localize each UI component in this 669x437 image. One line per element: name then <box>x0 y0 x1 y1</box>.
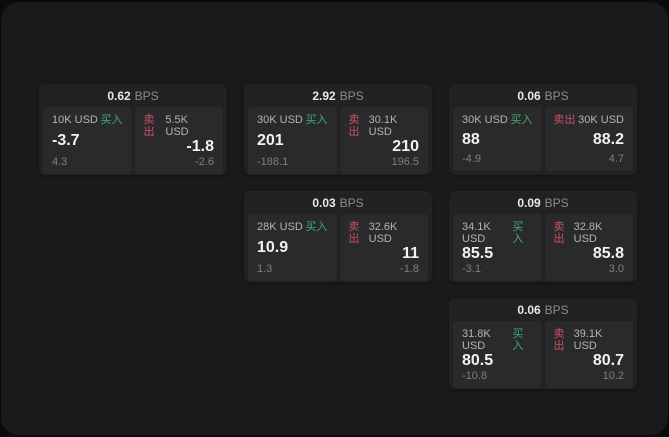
sell-label: 卖出 <box>348 114 360 138</box>
sell-tile[interactable]: 卖出 32.6K USD 11 -1.8 <box>339 214 428 281</box>
sell-tile[interactable]: 卖出 39.1K USD 80.7 10.2 <box>544 321 633 388</box>
bps-unit: BPS <box>339 88 364 103</box>
card-bps-header: 2.92 BPS <box>248 84 428 107</box>
sell-delta: 4.7 <box>608 153 624 165</box>
sell-delta: 10.2 <box>602 370 624 382</box>
bps-value: 0.03 <box>312 195 336 210</box>
buy-price: 88 <box>462 130 480 148</box>
bps-unit: BPS <box>544 195 569 210</box>
quote-card: 0.06 BPS 31.8K USD 买入 80.5 -10.8 卖出 39.1… <box>449 298 637 389</box>
buy-size: 10K USD <box>52 114 98 126</box>
buy-delta: 4.3 <box>52 156 68 168</box>
buy-size: 30K USD <box>257 114 303 126</box>
sell-tile[interactable]: 卖出 5.5K USD -1.8 -2.6 <box>134 107 223 174</box>
buy-delta: -4.9 <box>462 153 481 165</box>
buy-delta: -10.8 <box>462 370 488 382</box>
buy-tile[interactable]: 34.1K USD 买入 85.5 -3.1 <box>453 214 542 281</box>
quote-card: 0.09 BPS 34.1K USD 买入 85.5 -3.1 卖出 32.8K… <box>449 191 637 282</box>
card-bps-header: 0.09 BPS <box>453 191 633 214</box>
bps-value: 0.06 <box>517 88 541 103</box>
sell-size: 32.6K USD <box>368 221 398 245</box>
buy-label: 买入 <box>305 221 328 233</box>
card-bps-header: 0.62 BPS <box>43 84 223 107</box>
bps-value: 2.92 <box>312 88 336 103</box>
sell-tile[interactable]: 卖出 32.8K USD 85.8 3.0 <box>544 214 633 281</box>
buy-label: 买入 <box>512 328 524 352</box>
sell-price: 88.2 <box>592 130 624 148</box>
sell-label: 卖出 <box>553 221 565 245</box>
sell-price: 85.8 <box>592 245 624 262</box>
sell-size: 32.8K USD <box>573 221 603 245</box>
sell-delta: 196.5 <box>391 156 419 168</box>
buy-delta: -188.1 <box>257 156 289 168</box>
buy-label: 买入 <box>510 114 533 126</box>
sell-price: 210 <box>392 138 419 155</box>
sell-delta: 3.0 <box>608 263 624 275</box>
sell-size: 39.1K USD <box>573 328 603 352</box>
buy-delta: 1.3 <box>257 263 273 275</box>
buy-label: 买入 <box>100 114 123 126</box>
bps-unit: BPS <box>134 88 159 103</box>
sell-delta: -1.8 <box>400 263 419 275</box>
sell-price: 80.7 <box>592 352 624 369</box>
buy-tile[interactable]: 31.8K USD 买入 80.5 -10.8 <box>453 321 542 388</box>
buy-delta: -3.1 <box>462 263 481 275</box>
card-bps-header: 0.06 BPS <box>453 84 633 107</box>
bps-value: 0.09 <box>517 195 541 210</box>
buy-size: 28K USD <box>257 221 303 233</box>
quote-card: 2.92 BPS 30K USD 买入 201 -188.1 卖出 30.1K … <box>244 84 432 175</box>
sell-label: 卖出 <box>553 114 576 126</box>
bps-value: 0.06 <box>517 302 541 317</box>
sell-size: 30.1K USD <box>368 114 398 138</box>
quote-card: 0.06 BPS 30K USD 买入 88 -4.9 卖出 30K USD 8… <box>449 84 637 175</box>
buy-tile[interactable]: 28K USD 买入 10.9 1.3 <box>248 214 337 281</box>
bps-unit: BPS <box>544 302 569 317</box>
buy-tile[interactable]: 10K USD 买入 -3.7 4.3 <box>43 107 132 174</box>
buy-price: 201 <box>257 132 284 149</box>
buy-tile[interactable]: 30K USD 买入 201 -188.1 <box>248 107 337 174</box>
sell-price: 11 <box>402 245 419 262</box>
bps-value: 0.62 <box>107 88 131 103</box>
buy-label: 买入 <box>305 114 328 126</box>
sell-price: -1.8 <box>186 138 214 155</box>
quote-card: 0.03 BPS 28K USD 买入 10.9 1.3 卖出 32.6K US… <box>244 191 432 282</box>
card-bps-header: 0.03 BPS <box>248 191 428 214</box>
sell-delta: -2.6 <box>195 156 214 168</box>
sell-label: 卖出 <box>553 328 565 352</box>
buy-price: -3.7 <box>52 132 80 149</box>
buy-size: 30K USD <box>462 114 508 126</box>
buy-size: 34.1K USD <box>462 221 491 245</box>
quote-card: 0.62 BPS 10K USD 买入 -3.7 4.3 卖出 5.5K USD… <box>39 84 227 175</box>
sell-label: 卖出 <box>143 114 155 138</box>
sell-tile[interactable]: 卖出 30.1K USD 210 196.5 <box>339 107 428 174</box>
buy-tile[interactable]: 30K USD 买入 88 -4.9 <box>453 107 542 171</box>
buy-label: 买入 <box>512 221 524 245</box>
buy-price: 10.9 <box>257 239 289 256</box>
sell-size: 5.5K USD <box>165 114 189 138</box>
buy-price: 85.5 <box>462 245 494 262</box>
sell-tile[interactable]: 卖出 30K USD 88.2 4.7 <box>544 107 633 171</box>
bps-unit: BPS <box>339 195 364 210</box>
card-bps-header: 0.06 BPS <box>453 298 633 321</box>
bps-unit: BPS <box>544 88 569 103</box>
sell-size: 30K USD <box>578 114 624 126</box>
sell-label: 卖出 <box>348 221 360 245</box>
buy-price: 80.5 <box>462 352 494 369</box>
buy-size: 31.8K USD <box>462 328 491 352</box>
